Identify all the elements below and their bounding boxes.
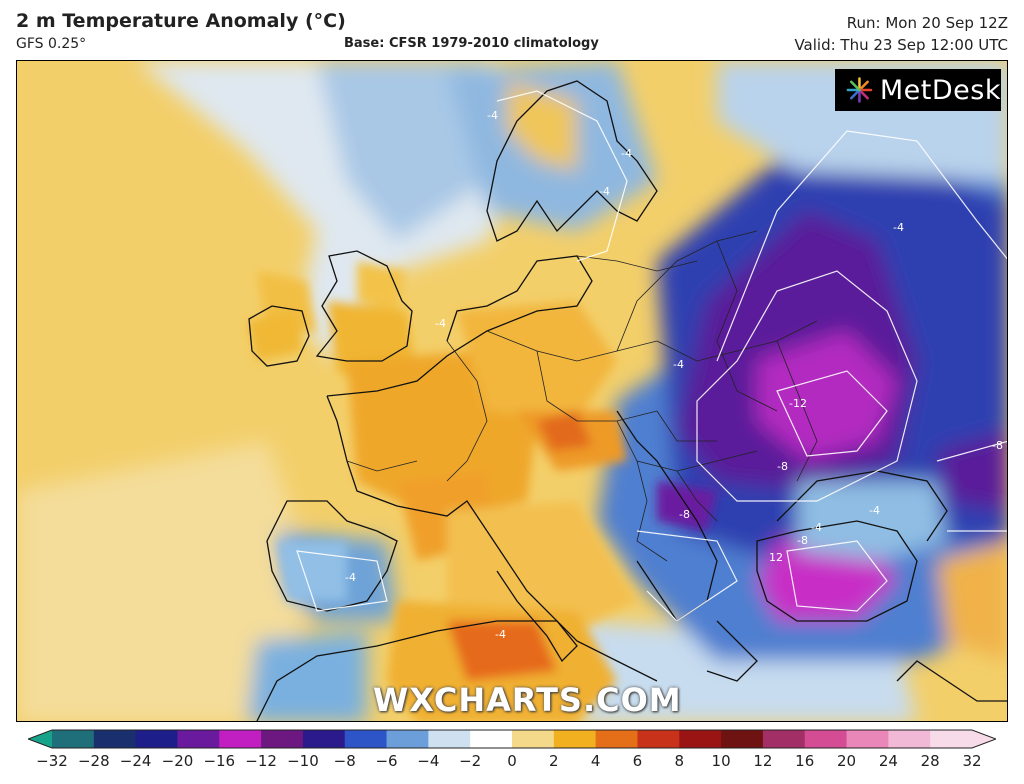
color-bar-band: [553, 730, 597, 748]
run-label: Run: Mon 20 Sep 12Z: [846, 14, 1008, 32]
color-bar-tick-label: 28: [920, 752, 940, 770]
chart-header: 2 m Temperature Anomaly (°C) GFS 0.25° B…: [0, 0, 1024, 60]
color-bar-tick-label: 32: [962, 752, 982, 770]
pinwheel-icon: [846, 77, 873, 103]
color-bar-tick-label: 4: [590, 752, 601, 770]
color-bar-tick-label: −32: [36, 752, 68, 770]
color-bar-band: [177, 730, 220, 748]
model-label: GFS 0.25°: [16, 36, 87, 52]
anomaly-detail: [247, 261, 717, 721]
color-bar-tick-label: −16: [203, 752, 236, 770]
contour-label: -4: [495, 628, 506, 641]
watermark: WXCHARTS.COM: [373, 681, 682, 719]
color-bar-band: [679, 730, 722, 748]
color-bar-tick-label: −12: [245, 752, 277, 770]
contour-label: -4: [435, 317, 446, 330]
color-bar-band: [930, 730, 973, 748]
map-canvas: -4 -4 -4 -4 -4 -4 -12 -8 -8 -8 12 -8 -4 …: [17, 61, 1007, 721]
color-bar-extension-low: [28, 730, 52, 748]
contour-label: -8: [797, 534, 808, 547]
color-bar-tick-label: 16: [795, 752, 815, 770]
color-bar-tick-label: −24: [119, 752, 152, 770]
color-bar-tick-label: 0: [507, 752, 517, 770]
color-bar-band: [470, 730, 513, 748]
color-bar-band: [261, 730, 304, 748]
contour-label: -8: [777, 460, 788, 473]
contour-lines: [296, 90, 1007, 622]
color-bar-tick-label: −10: [287, 752, 319, 770]
valid-label: Valid: Thu 23 Sep 12:00 UTC: [794, 36, 1008, 54]
color-bar-band: [219, 730, 262, 748]
base-label: Base: CFSR 1979-2010 climatology: [344, 36, 599, 51]
color-bar-band: [804, 730, 848, 748]
contour-label: -4: [811, 521, 822, 534]
contour-label: -4: [869, 504, 880, 517]
color-bar-outline: [28, 729, 996, 749]
color-bar-band: [135, 730, 178, 748]
color-bar-band: [846, 730, 889, 748]
color-bar-band: [428, 730, 471, 748]
color-bar-band: [721, 730, 764, 748]
contour-label: -8: [679, 508, 690, 521]
color-bar-tick-label: 2: [549, 752, 559, 770]
color-bar-tick-label: −20: [161, 752, 194, 770]
anomaly-map: -4 -4 -4 -4 -4 -4 -12 -8 -8 -8 12 -8 -4 …: [16, 60, 1008, 722]
metdesk-logo: MetDesk: [835, 69, 1001, 111]
color-bar-tick-label: −8: [333, 752, 356, 770]
color-bar-band: [762, 730, 806, 748]
contour-label: -4: [893, 221, 904, 234]
contour-label: -4: [487, 109, 498, 122]
color-bar-tick-label: 20: [836, 752, 857, 770]
color-bar-tick-label: −4: [417, 752, 440, 770]
color-bar-ticks: −32 −28 −24 −20 −16 −12 −10 −8 −6 −4 −2 0 2 4 6 8 10 12 16…: [0, 750, 1024, 780]
chart-title: 2 m Temperature Anomaly (°C): [16, 10, 346, 32]
color-bar-band: [888, 730, 931, 748]
contour-label: -4: [673, 358, 684, 371]
logo-text: MetDesk: [879, 74, 1001, 106]
color-bar-tick-label: 24: [878, 752, 898, 770]
color-bar-tick-label: 8: [674, 752, 685, 770]
color-bar-bands: [28, 730, 996, 748]
color-bar-band: [637, 730, 680, 748]
color-bar-tick-label: −28: [77, 752, 110, 770]
contour-label-group: -4 -4 -4 -4 -4 -4 -12 -8 -8 -8 12 -8 -4 …: [345, 109, 1003, 641]
color-bar-band: [512, 730, 555, 748]
color-bar-band: [302, 730, 346, 748]
color-bar-tick-label: 12: [753, 752, 773, 770]
contour-label: 12: [769, 551, 783, 564]
coastlines: [248, 80, 1007, 721]
color-bar: [28, 729, 996, 749]
color-bar-tick-label: −2: [459, 752, 482, 770]
contour-label: -4: [345, 571, 356, 584]
color-bar-tick-label: −6: [375, 752, 398, 770]
country-borders: [346, 230, 818, 562]
color-bar-band: [595, 730, 638, 748]
color-bar-tick-label: 6: [632, 752, 643, 770]
contour-label: -12: [789, 397, 807, 410]
color-bar-extension-high: [972, 730, 996, 748]
contour-label: -4: [621, 147, 632, 160]
contour-label: -8: [992, 439, 1003, 452]
color-bar-band: [52, 730, 95, 748]
color-bar-tick-label: 10: [711, 752, 731, 770]
color-bar-band: [93, 730, 137, 748]
color-bar-band: [344, 730, 388, 748]
color-bar-band: [386, 730, 429, 748]
contour-label: -4: [599, 185, 610, 198]
